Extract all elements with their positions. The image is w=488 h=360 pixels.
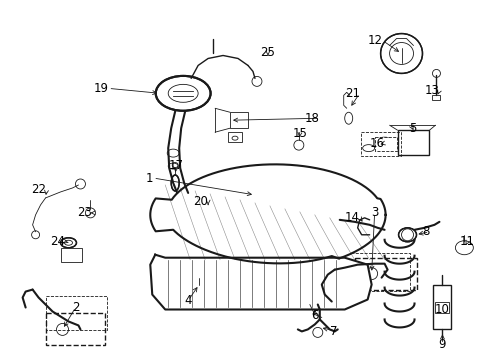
- Text: 3: 3: [370, 206, 378, 219]
- Text: 1: 1: [145, 171, 153, 185]
- Text: 25: 25: [260, 46, 275, 59]
- Ellipse shape: [296, 187, 338, 217]
- Ellipse shape: [208, 199, 236, 211]
- Bar: [173, 258, 195, 272]
- Text: 10: 10: [434, 303, 449, 316]
- Bar: [227, 132, 242, 142]
- Ellipse shape: [156, 76, 210, 111]
- Bar: [188, 285, 210, 301]
- Text: 11: 11: [459, 235, 474, 248]
- Bar: [360, 132, 400, 156]
- Text: 6: 6: [310, 309, 318, 322]
- Bar: [397, 130, 428, 155]
- Bar: [432, 285, 450, 329]
- Text: 2: 2: [72, 301, 79, 314]
- Ellipse shape: [171, 175, 179, 191]
- Text: 24: 24: [50, 235, 65, 248]
- Ellipse shape: [61, 238, 76, 248]
- Text: 19: 19: [93, 82, 108, 95]
- Bar: [61, 248, 82, 262]
- Ellipse shape: [398, 228, 416, 242]
- Ellipse shape: [221, 182, 268, 214]
- Text: 14: 14: [344, 211, 359, 224]
- Text: 9: 9: [438, 338, 445, 351]
- Bar: [45, 314, 105, 345]
- Bar: [279, 178, 309, 196]
- Text: 16: 16: [369, 137, 384, 150]
- Text: 8: 8: [421, 225, 428, 238]
- Polygon shape: [150, 165, 385, 264]
- Text: 18: 18: [305, 112, 319, 125]
- Text: 7: 7: [329, 325, 337, 338]
- Text: 20: 20: [193, 195, 208, 208]
- Text: 5: 5: [408, 122, 415, 135]
- Text: 12: 12: [367, 34, 382, 47]
- Text: 22: 22: [32, 184, 46, 197]
- Bar: [374, 137, 396, 151]
- Bar: [435, 302, 448, 314]
- Text: 13: 13: [424, 84, 439, 97]
- Text: 4: 4: [184, 294, 191, 307]
- Ellipse shape: [380, 33, 422, 73]
- Text: 23: 23: [78, 206, 92, 219]
- Text: 15: 15: [292, 127, 306, 140]
- Bar: [229, 112, 247, 128]
- Polygon shape: [150, 255, 371, 310]
- Bar: [45, 296, 107, 330]
- Text: 17: 17: [168, 158, 183, 172]
- Bar: [341, 253, 408, 291]
- Bar: [354, 258, 416, 289]
- Bar: [431, 95, 440, 100]
- Text: 21: 21: [344, 87, 359, 100]
